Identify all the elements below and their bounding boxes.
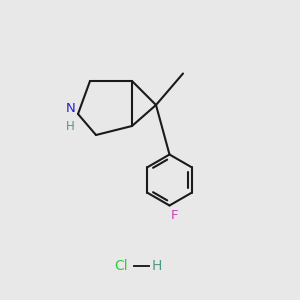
Text: H: H [66, 119, 75, 133]
Text: F: F [171, 208, 178, 222]
Text: H: H [152, 259, 162, 272]
Text: Cl: Cl [114, 259, 128, 272]
Text: N: N [66, 101, 75, 115]
